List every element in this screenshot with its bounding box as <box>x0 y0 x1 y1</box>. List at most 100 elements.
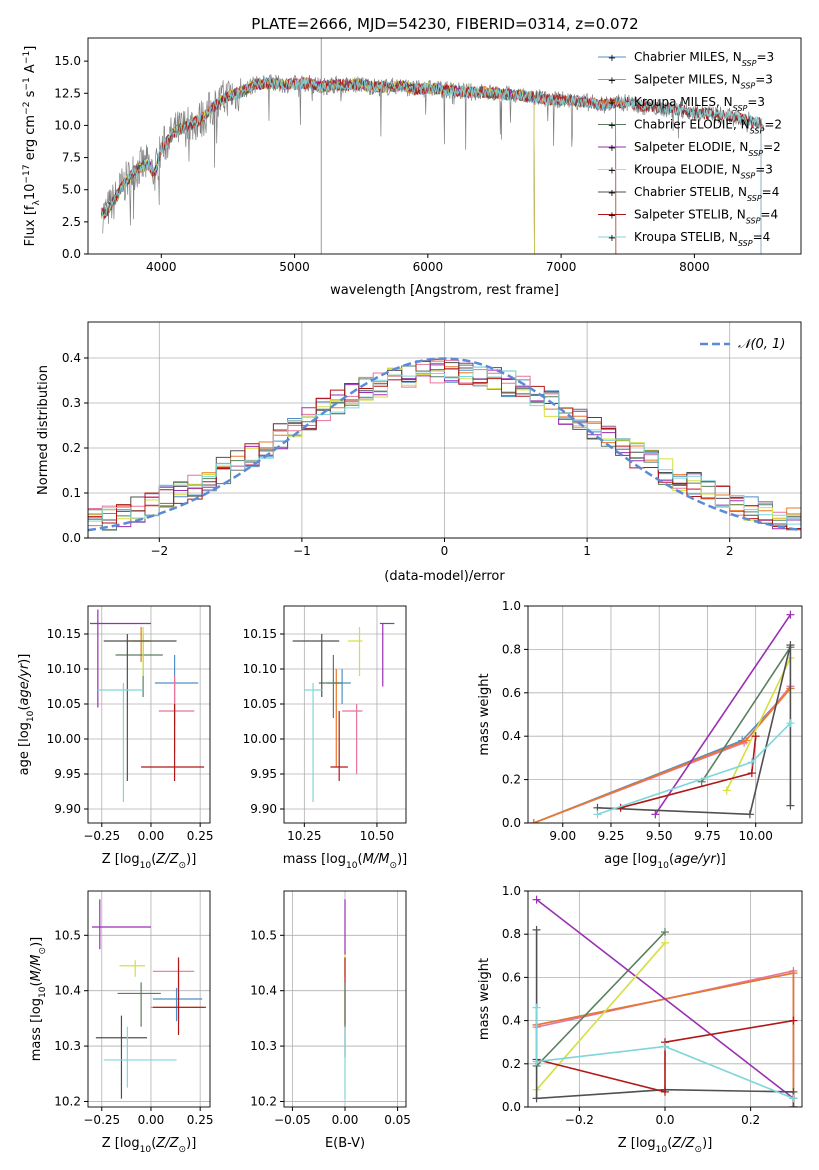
plot-area <box>532 895 798 1107</box>
y-tick-label: 5.0 <box>62 183 81 197</box>
y-axis-label: mass [log10(M/M⊙)] <box>29 937 48 1061</box>
errorbar-kroupa-stelib <box>304 683 322 802</box>
x-tick-label: 0 <box>441 544 449 558</box>
x-tick-label: 10.00 <box>739 829 773 843</box>
legend-label: Chabrier ELODIE, NSSP=2 <box>634 118 782 136</box>
plot-area <box>100 38 765 254</box>
errorbar-chabrier-miles <box>327 669 351 704</box>
errorbar-chabrier-miles <box>154 655 199 725</box>
y-tick-label: 10.3 <box>54 1039 81 1053</box>
y-tick-label: 10.4 <box>54 984 81 998</box>
model-line-kroupa-elodie <box>101 76 535 254</box>
legend-label: Chabrier MILES, NSSP=3 <box>634 50 774 68</box>
series-line <box>535 1007 794 1100</box>
errorbar-kroupa-miles <box>131 627 149 662</box>
series-salpeter-stelib <box>616 732 760 812</box>
series-line <box>536 931 666 1067</box>
y-axis-label: mass weight <box>477 673 492 755</box>
panel-spectrum: 4000 5000 6000 7000 8000 0.0 2.5 5.0 7.5 10.0 12.5… <box>22 37 802 298</box>
errorbar-chabrier-elodie <box>117 982 161 1027</box>
x-tick-label: 9.50 <box>646 829 673 843</box>
x-axis-label: E(B-V) <box>325 1136 365 1151</box>
axes-frame <box>87 37 802 255</box>
series-chabrier-stelib <box>593 641 795 819</box>
y-tick-label: 0.2 <box>62 441 81 455</box>
x-axis-label: Z [log10(Z/Z⊙)] <box>102 852 197 871</box>
errorbar-chabrier-stelib <box>103 634 177 781</box>
panel-weight_vs_Z: −0.2 0.0 0.2 0.0 0.2 0.4 0.6 0.8 1.0 Z [log10(Z/Z… <box>477 884 803 1155</box>
y-axis-label: Normed distribution <box>36 365 51 495</box>
x-tick-label: 10.25 <box>287 829 321 843</box>
y-tick-label: 15.0 <box>54 54 81 68</box>
y-tick-label: 10.0 <box>54 118 81 132</box>
errorbar-kroupa-stelib <box>103 1026 177 1088</box>
series-kroupa-stelib <box>532 1003 798 1103</box>
x-tick-label: 0.2 <box>741 1113 760 1127</box>
errorbar-salpeter-miles <box>342 704 363 774</box>
series-salpeter-elodie <box>651 610 795 819</box>
legend-marker: + <box>608 188 616 199</box>
legend-marker: + <box>608 211 616 222</box>
histogram-kroupa-stelib <box>88 366 801 535</box>
x-tick-label: 10.50 <box>360 829 394 843</box>
x-axis-label: (data-model)/error <box>384 569 505 584</box>
errorbar-kroupa-stelib <box>97 683 144 802</box>
x-tick-label: 9.25 <box>598 829 625 843</box>
legend-marker: + <box>608 143 616 154</box>
y-tick-label: 0.0 <box>62 247 81 261</box>
y-tick-label: 0.8 <box>502 642 521 656</box>
x-axis-label: Z [log10(Z/Z⊙)] <box>102 1136 197 1155</box>
errorbar-kroupa-miles <box>150 1001 205 1019</box>
x-tick-label: −1 <box>293 544 311 558</box>
legend-marker: + <box>608 233 616 244</box>
y-tick-label: 9.90 <box>54 802 81 816</box>
x-axis-label: Z [log10(Z/Z⊙)] <box>618 1136 713 1155</box>
y-tick-label: 0.0 <box>62 531 81 545</box>
legend-label: Kroupa MILES, NSSP=3 <box>634 95 765 113</box>
panel-mass_vs_ebv: −0.05 0.00 0.05 10.2 10.3 10.4 10.5 E(B-V) <box>250 890 411 1151</box>
panel-mass_vs_Z: −0.25 0.00 0.25 10.2 10.3 10.4 10.5 Z [log10(Z/… <box>29 890 214 1155</box>
y-tick-label: 0.1 <box>62 486 81 500</box>
y-tick-label: 9.95 <box>54 767 81 781</box>
y-tick-label: 10.5 <box>54 928 81 942</box>
x-tick-label: −0.05 <box>274 1113 311 1127</box>
series-line <box>536 898 794 1100</box>
y-axis-label: mass weight <box>477 958 492 1040</box>
panel-residuals: −2 −1 0 1 2 0.0 0.1 0.2 0.3 0.4 (data-model)/error… <box>36 321 802 584</box>
errorbar-kroupa-elodie <box>119 960 146 977</box>
y-tick-label: 0.8 <box>502 927 521 941</box>
legend-marker: + <box>608 98 616 109</box>
x-tick-label: 2 <box>726 544 734 558</box>
x-axis-label: wavelength [Angstrom, rest frame] <box>330 283 559 298</box>
errorbar-salpeter-stelib <box>141 704 205 781</box>
plot-area <box>88 357 801 538</box>
axes-frame <box>87 890 211 1108</box>
series-kroupa-stelib <box>593 719 795 819</box>
x-tick-label: 0.0 <box>655 1113 674 1127</box>
x-tick-label: 6000 <box>413 260 444 274</box>
histogram-salpeter-stelib <box>88 358 801 529</box>
plot-area <box>91 899 207 1099</box>
x-tick-label: −0.25 <box>83 1113 120 1127</box>
x-tick-label: 0.00 <box>138 1113 165 1127</box>
x-tick-label: 4000 <box>146 260 177 274</box>
errorbar-salpeter-stelib <box>152 957 207 1035</box>
plot-area <box>529 610 795 823</box>
legend-marker: + <box>608 121 616 132</box>
legend-marker: + <box>608 76 616 87</box>
y-tick-label: 2.5 <box>62 215 81 229</box>
legend-marker: + <box>608 53 616 64</box>
y-tick-label: 10.05 <box>47 697 81 711</box>
panel-weight_vs_age: 9.00 9.25 9.50 9.75 10.00 0.0 0.2 0.4 0.6 0.8 1.0 a… <box>477 599 803 871</box>
x-tick-label: 0.05 <box>384 1113 411 1127</box>
y-axis-label: Flux [fλ10−17 erg cm−2 s−1 A−1] <box>22 46 42 247</box>
y-tick-label: 10.10 <box>243 662 277 676</box>
series-line <box>725 657 792 791</box>
y-tick-label: 10.05 <box>243 697 277 711</box>
y-tick-label: 10.10 <box>47 662 81 676</box>
x-tick-label: −0.2 <box>565 1113 594 1127</box>
errorbar-salpeter-stelib <box>330 711 348 781</box>
y-tick-label: 10.2 <box>54 1094 81 1108</box>
model-line-salpeter-elodie <box>100 77 535 254</box>
